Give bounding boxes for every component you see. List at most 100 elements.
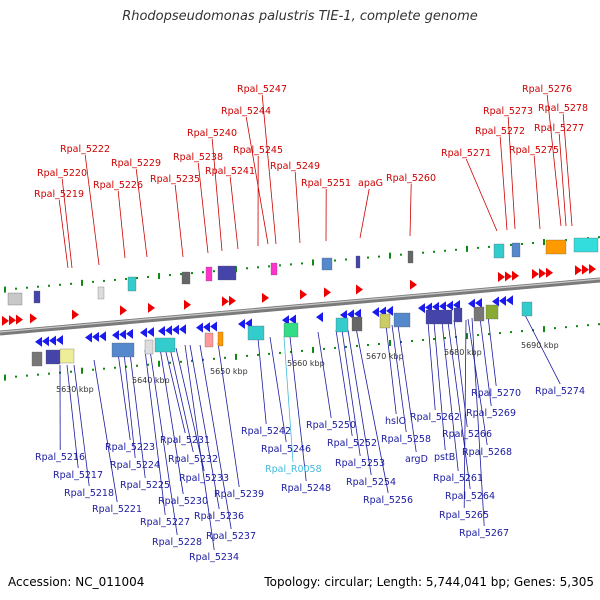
bottom-gene-label: Rpal_5228 [152, 537, 202, 548]
ruler-tick [202, 358, 204, 361]
ruler-tick [257, 266, 259, 269]
bottom-connector [189, 344, 220, 510]
gene-arrow [49, 335, 56, 346]
bottom-connector [467, 318, 488, 446]
gene-box [335, 317, 349, 333]
genome-backbone [0, 277, 600, 336]
bottom-connector [463, 319, 467, 509]
bottom-connector [317, 331, 332, 419]
gene-arrow [262, 292, 269, 303]
ruler-tick [433, 250, 435, 253]
bottom-gene-label: Rpal_5264 [445, 491, 495, 502]
gene-arrow [222, 296, 229, 307]
top-gene-label: Rpal_5249 [270, 161, 320, 172]
gene-arrow [229, 295, 236, 306]
ruler-tick [246, 354, 248, 357]
ruler-tick [15, 375, 17, 378]
ruler-tick [444, 337, 446, 340]
bottom-connector [66, 364, 79, 469]
ruler-tick [70, 282, 72, 285]
gene-arrow [505, 271, 512, 282]
bottom-gene-label: Rpal_5227 [140, 517, 190, 528]
ruler-tick [213, 270, 215, 273]
bottom-connector [217, 342, 240, 488]
bottom-connector [441, 321, 459, 472]
bottom-gene-label: Rpal_5225 [120, 480, 170, 491]
top-connector [533, 155, 541, 230]
top-connector [84, 154, 100, 266]
page-title: Rhodopseudomonas palustris TIE-1, comple… [122, 9, 478, 24]
bottom-connector [149, 349, 178, 536]
bottom-gene-label: Rpal_5254 [346, 477, 396, 488]
top-connector [507, 116, 516, 230]
bottom-connector [159, 347, 184, 495]
ruler-tick [92, 280, 94, 283]
ruler-tick [312, 259, 314, 266]
ruler-tick [147, 276, 149, 279]
ruler-label: 5690 kbp [521, 341, 559, 350]
bottom-strand-labels: Rpal_5216 Rpal_5217 Rpal_5218 Rpal_5221 Rpal… [35, 386, 585, 563]
gene-box [144, 339, 154, 355]
gene-arrow [289, 314, 296, 325]
ruler-tick [400, 253, 402, 256]
gene-box [355, 255, 361, 269]
bottom-connector [269, 336, 287, 443]
bottom-connector [347, 329, 372, 476]
top-gene-label: apaG [358, 178, 383, 189]
gene-box [393, 312, 411, 328]
ruler-tick [103, 279, 105, 282]
ruler-tick [158, 273, 160, 280]
rna-gene-label: Rpal_R0058 [265, 464, 322, 475]
bottom-gene-label: Rpal_5231 [160, 435, 210, 446]
top-connector [245, 116, 269, 245]
bottom-connector [385, 324, 397, 415]
ruler-tick [147, 363, 149, 366]
ruler-tick [169, 361, 171, 364]
top-connector [229, 176, 239, 250]
gene-arrow [575, 265, 582, 276]
ruler-labels: 5630 kbp 5640 kbp 5650 kbp 5660 kbp 5670 kbp… [56, 341, 559, 394]
gene-box [45, 349, 61, 365]
gene-box [154, 337, 176, 353]
ruler-tick [400, 341, 402, 343]
bottom-gene-label: Rpal_5233 [179, 473, 229, 484]
bottom-connector [427, 321, 436, 411]
ruler-tick [466, 333, 468, 340]
ruler-tick [345, 345, 347, 348]
ruler-tick [180, 273, 182, 276]
ruler-tick [191, 359, 193, 362]
gene-arrow [340, 309, 347, 320]
gene-arrow [158, 326, 165, 337]
ruler-tick [158, 360, 160, 367]
gene-arrow [120, 305, 127, 316]
ruler-tick [136, 364, 138, 367]
bottom-gene-label: Rpal_5270 [471, 388, 521, 399]
ruler-tick [246, 267, 248, 270]
bottom-connector [487, 315, 497, 387]
top-gene-label: Rpal_5220 [37, 168, 87, 179]
gene-arrow [446, 300, 453, 311]
ruler-tick [279, 351, 281, 354]
gene-box [59, 348, 75, 364]
gene-box [181, 271, 191, 285]
gene-arrow [126, 328, 133, 339]
ruler-label: 5680 kbp [444, 348, 482, 357]
ruler-tick [312, 346, 314, 353]
genome-summary-text: Topology: circular; Length: 5,744,041 bp… [264, 575, 594, 589]
bottom-connector [129, 352, 146, 479]
top-gene-label: Rpal_5277 [534, 123, 584, 134]
top-connector [562, 113, 573, 227]
ruler-label: 5640 kbp [132, 376, 170, 385]
ruler-tick [334, 346, 336, 349]
gene-arrow [372, 307, 379, 318]
gene-arrow [30, 313, 37, 324]
ruler-tick [576, 325, 578, 328]
ruler-tick [532, 242, 534, 245]
bottom-connector [391, 324, 407, 433]
ruler-tick [477, 334, 479, 337]
bottom-connector [283, 336, 294, 463]
ruler-tick [114, 366, 116, 369]
bottom-gene-label: Rpal_5262 [410, 412, 460, 423]
ruler-tick [48, 284, 50, 287]
gene-arrow [196, 322, 203, 333]
